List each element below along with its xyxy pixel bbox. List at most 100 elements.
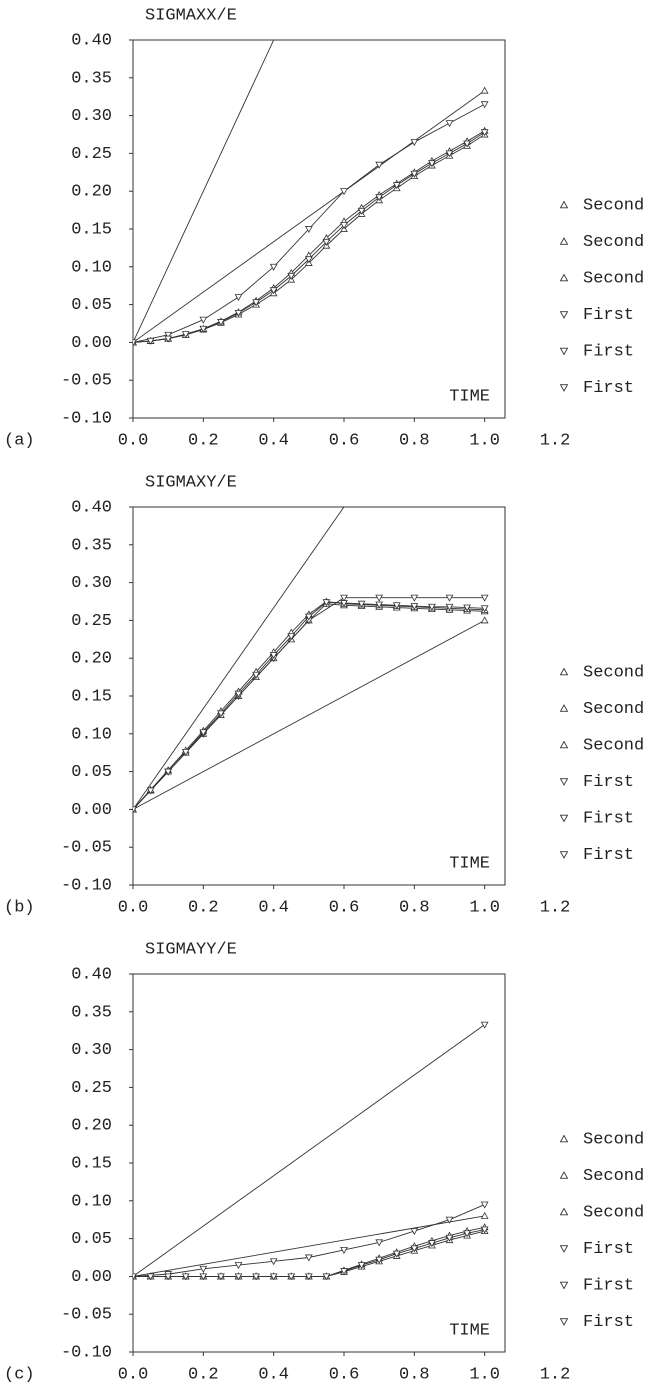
data-point — [252, 299, 260, 307]
data-point — [428, 603, 436, 611]
data-point — [217, 1273, 225, 1281]
legend-marker — [559, 814, 569, 823]
data-point — [392, 182, 401, 190]
plot-frame — [132, 39, 506, 419]
data-point — [480, 1211, 489, 1219]
legend-marker — [559, 851, 569, 859]
x-tick-label: 0.4 — [258, 898, 289, 917]
data-point — [480, 1226, 489, 1234]
x-tick-label: 1.0 — [469, 431, 500, 450]
x-tick-label: 0.6 — [329, 898, 360, 917]
data-point — [199, 1273, 208, 1281]
data-point — [199, 1265, 208, 1273]
panel-label: (b) — [4, 898, 35, 917]
x-axis-title: TIME — [449, 387, 490, 406]
data-point — [375, 1256, 384, 1264]
y-tick-label: 0.10 — [71, 725, 112, 744]
data-point — [234, 309, 243, 317]
y-tick-label: 0.00 — [71, 1268, 112, 1287]
data-point — [304, 256, 313, 264]
data-point — [428, 1240, 436, 1248]
legend-marker — [559, 1134, 569, 1143]
data-point — [375, 601, 384, 609]
legend-label: First — [583, 1313, 634, 1332]
legend-marker — [559, 200, 569, 209]
data-point — [164, 335, 173, 343]
data-point — [375, 1239, 384, 1247]
data-point — [199, 316, 208, 324]
plot-frame — [132, 973, 506, 1353]
data-point — [217, 710, 225, 718]
legend-label: First — [583, 846, 634, 865]
data-point — [234, 294, 243, 302]
x-tick-label: 0.8 — [399, 898, 430, 917]
data-point — [480, 605, 489, 613]
y-axis-title: SIGMAXX/E — [145, 6, 237, 25]
series-line — [133, 1229, 485, 1277]
data-point — [445, 594, 454, 602]
data-point — [480, 101, 489, 109]
series-line — [133, 103, 485, 343]
x-tick-label: 1.0 — [469, 898, 500, 917]
data-point — [304, 1273, 313, 1281]
legend-marker — [559, 1318, 569, 1326]
data-point — [133, 339, 137, 347]
data-point — [375, 161, 384, 169]
legend-marker — [559, 273, 569, 282]
data-point — [234, 1262, 243, 1270]
data-point — [269, 287, 278, 295]
data-point — [357, 1262, 366, 1270]
data-point — [304, 613, 313, 621]
data-point — [357, 207, 366, 215]
data-point — [463, 604, 471, 612]
plot-frame — [132, 506, 506, 886]
data-point — [252, 1273, 260, 1281]
y-tick-label: 0.30 — [71, 1041, 112, 1060]
x-axis-title: TIME — [449, 1321, 490, 1340]
legend-marker — [559, 740, 569, 749]
series-line — [133, 1226, 485, 1277]
panel: SIGMAXX/E TIME (a) -0.10 -0.05 0.00 0.05 0.10 0.… — [4, 6, 644, 450]
data-point — [410, 603, 419, 611]
data-point — [164, 768, 173, 776]
data-point — [269, 1258, 278, 1266]
y-axis-title: SIGMAXY/E — [145, 473, 237, 492]
data-point — [322, 1273, 331, 1281]
data-point — [410, 1245, 419, 1253]
data-point — [164, 331, 173, 339]
series-line — [133, 1215, 485, 1277]
legend-label: Second — [583, 1167, 644, 1186]
x-tick-label: 0.4 — [258, 431, 289, 450]
data-point — [322, 599, 331, 607]
y-tick-label: 0.40 — [71, 498, 112, 517]
data-point — [340, 188, 348, 196]
legend-marker — [559, 704, 569, 712]
legend-label: Second — [583, 736, 644, 755]
data-point — [217, 319, 225, 327]
panel-label: (c) — [4, 1365, 35, 1384]
legend-label: First — [583, 773, 634, 792]
data-point — [181, 331, 190, 339]
data-point — [410, 1228, 419, 1236]
y-tick-label: 0.35 — [71, 69, 112, 88]
data-point — [340, 1246, 348, 1254]
data-point — [445, 1216, 454, 1224]
x-axis-title: TIME — [449, 854, 490, 873]
x-tick-label: 0.2 — [188, 898, 219, 917]
data-point — [287, 633, 296, 641]
legend-marker — [559, 1171, 569, 1179]
panel: SIGMAYY/E TIME (c) -0.10 -0.05 0.00 0.05 0.10 0.… — [4, 940, 644, 1384]
series-line — [133, 603, 485, 810]
data-point — [133, 1273, 137, 1281]
y-tick-label: 0.05 — [71, 296, 112, 315]
data-point — [480, 616, 489, 624]
data-point — [410, 594, 419, 602]
x-tick-label: 1.2 — [540, 898, 571, 917]
data-point — [340, 222, 348, 230]
x-tick-label: 0.8 — [399, 1365, 430, 1384]
legend-label: Second — [583, 663, 644, 682]
data-point — [252, 671, 260, 679]
series-line — [133, 601, 485, 810]
x-tick-label: 0.6 — [329, 1365, 360, 1384]
